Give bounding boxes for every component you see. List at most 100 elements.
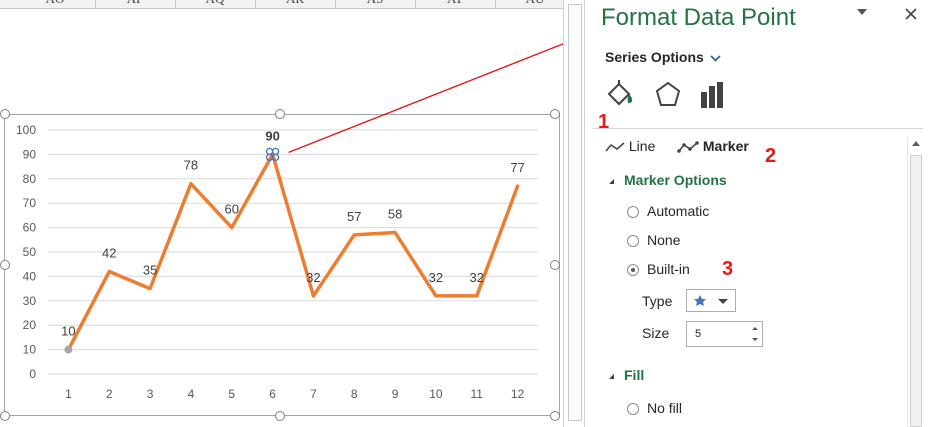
data-label: 77 xyxy=(510,160,524,175)
data-label: 35 xyxy=(143,263,157,278)
x-tick-label: 6 xyxy=(269,387,276,401)
annotation-number-2: 2 xyxy=(765,145,777,167)
column-header-aq[interactable]: AQ xyxy=(175,0,256,8)
y-tick-label: 90 xyxy=(23,147,37,161)
radio-no-fill-label: No fill xyxy=(647,400,683,416)
x-tick-label: 10 xyxy=(429,387,443,401)
marker-type-dropdown[interactable] xyxy=(686,289,736,312)
series-options-category-button[interactable] xyxy=(697,78,731,112)
radio-builtin-circle[interactable] xyxy=(627,264,639,277)
selection-handle[interactable] xyxy=(271,147,280,156)
paint-bucket-icon xyxy=(607,80,633,106)
radio-no-fill-circle[interactable] xyxy=(627,403,639,416)
radio-none-label: None xyxy=(647,232,681,248)
tab-line[interactable]: Line xyxy=(605,138,655,154)
column-header-as[interactable]: AS xyxy=(335,0,416,8)
selection-handle[interactable] xyxy=(265,147,274,156)
fill-section-label: Fill xyxy=(624,367,645,383)
tab-line-label: Line xyxy=(628,138,656,154)
tab-marker[interactable]: Marker xyxy=(677,138,749,154)
chart-resize-handle-bottom[interactable] xyxy=(275,411,285,421)
radio-automatic-circle[interactable] xyxy=(627,206,639,219)
x-tick-label: 4 xyxy=(188,387,195,401)
size-spinner[interactable] xyxy=(748,322,762,346)
pane-title: Format Data Point xyxy=(601,4,796,31)
chart-resize-handle-left[interactable] xyxy=(0,260,10,270)
x-tick-label: 9 xyxy=(392,387,399,401)
chart-resize-handle-bottom-left[interactable] xyxy=(0,411,10,421)
marker-icon xyxy=(677,141,699,154)
x-tick-label: 5 xyxy=(228,387,235,401)
chart-resize-handle-right[interactable] xyxy=(550,260,560,270)
spin-down-icon[interactable] xyxy=(752,338,758,341)
data-label: 32 xyxy=(306,270,320,285)
y-tick-label: 60 xyxy=(23,221,37,235)
format-data-point-pane: Format Data Point Series Options Line xyxy=(585,0,928,427)
y-tick-label: 80 xyxy=(23,172,37,186)
tab-marker-label: Marker xyxy=(702,138,749,154)
line-icon xyxy=(605,142,625,152)
y-tick-label: 10 xyxy=(23,343,37,357)
annotation-number-3: 3 xyxy=(722,258,734,280)
radio-none-circle[interactable] xyxy=(627,235,639,248)
data-label: 42 xyxy=(102,246,116,261)
annotation-number-1: 1 xyxy=(598,111,610,133)
data-point-marker xyxy=(64,345,73,354)
scroll-thumb[interactable] xyxy=(910,155,922,427)
marker-options-label: Marker Options xyxy=(624,172,727,188)
fill-and-line-category-button[interactable] xyxy=(603,78,637,112)
scroll-up-icon[interactable] xyxy=(912,141,920,146)
data-label: 78 xyxy=(184,158,198,173)
bar-chart-icon xyxy=(701,82,723,108)
radio-none[interactable]: None xyxy=(627,232,680,248)
tab-divider xyxy=(593,128,923,129)
radio-builtin-label: Built-in xyxy=(647,261,690,277)
data-label: 90 xyxy=(265,128,279,143)
y-tick-label: 50 xyxy=(23,245,37,259)
radio-no-fill[interactable]: No fill xyxy=(627,400,682,416)
radio-builtin[interactable]: Built-in xyxy=(627,261,690,277)
x-tick-label: 11 xyxy=(471,387,484,401)
marker-options-section-header[interactable]: Marker Options xyxy=(609,172,727,188)
column-header-ar[interactable]: AR xyxy=(255,0,336,8)
effects-category-button[interactable] xyxy=(651,78,685,112)
type-label: Type xyxy=(642,293,673,309)
y-tick-label: 20 xyxy=(23,318,37,332)
pane-splitter[interactable] xyxy=(563,0,585,427)
y-tick-label: 0 xyxy=(29,367,36,381)
x-tick-label: 3 xyxy=(147,387,154,401)
data-label: 32 xyxy=(429,270,443,285)
chart-resize-handle-bottom-right[interactable] xyxy=(550,411,560,421)
spreadsheet-area[interactable]: AO AP AQ AR AS AT AU xyxy=(0,0,576,427)
chart-resize-handle-top[interactable] xyxy=(275,109,285,119)
selection-handle[interactable] xyxy=(271,153,280,162)
x-tick-label: 2 xyxy=(106,387,113,401)
y-tick-label: 100 xyxy=(16,123,36,137)
chart-resize-handle-top-right[interactable] xyxy=(550,109,560,119)
fill-section-header[interactable]: Fill xyxy=(609,367,644,383)
series-options-label: Series Options xyxy=(605,49,704,65)
close-icon[interactable] xyxy=(905,4,917,25)
pane-options-dropdown[interactable] xyxy=(857,8,871,22)
x-tick-label: 1 xyxy=(65,387,72,401)
column-header-at[interactable]: AT xyxy=(415,0,496,8)
data-label: 10 xyxy=(61,324,75,339)
column-header-ao[interactable]: AO xyxy=(15,0,96,8)
red-annotation-arrow xyxy=(288,35,584,154)
column-header-ap[interactable]: AP xyxy=(95,0,176,8)
spin-up-icon[interactable] xyxy=(752,327,758,330)
x-tick-label: 8 xyxy=(351,387,358,401)
x-tick-label: 12 xyxy=(511,387,525,401)
pane-scrollbar[interactable] xyxy=(907,137,925,427)
chart-resize-handle-top-left[interactable] xyxy=(0,109,10,119)
radio-automatic[interactable]: Automatic xyxy=(627,203,709,219)
marker-size-value: 5 xyxy=(695,328,702,340)
splitter-track xyxy=(568,4,582,421)
marker-size-input[interactable]: 5 xyxy=(686,321,763,347)
series-options-dropdown[interactable]: Series Options xyxy=(605,49,721,65)
size-label: Size xyxy=(642,325,670,341)
data-label: 57 xyxy=(347,209,361,224)
x-tick-label: 7 xyxy=(310,387,317,401)
chevron-down-icon xyxy=(718,299,728,304)
data-label: 60 xyxy=(225,202,239,217)
